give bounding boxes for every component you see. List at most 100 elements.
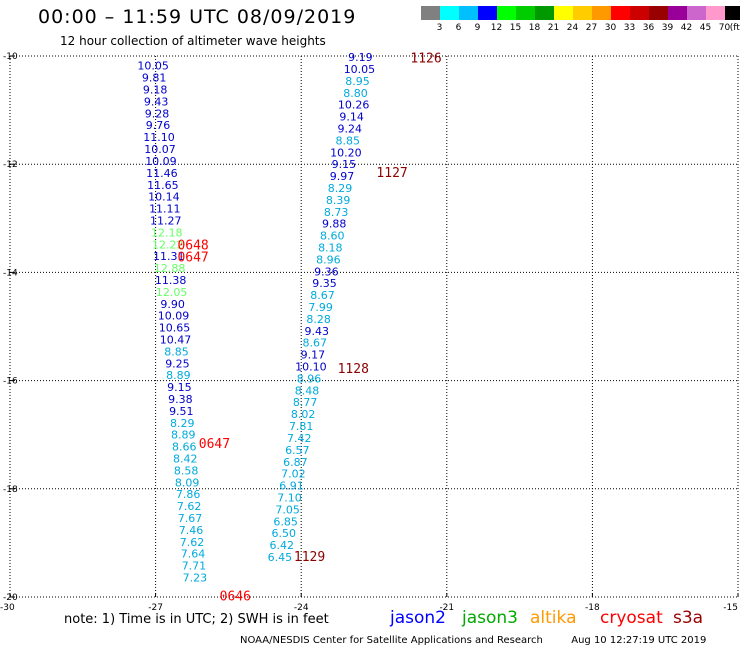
swh-value-left-track: 8.42 xyxy=(173,453,198,466)
swh-value-right-track: 8.28 xyxy=(306,313,331,326)
swh-value-right-track: 7.99 xyxy=(308,301,333,314)
credit-text: NOAA/NESDIS Center for Satellite Applica… xyxy=(240,635,543,646)
page-title: 00:00 – 11:59 UTC 08/09/2019 xyxy=(38,6,357,28)
swh-value-right-track: 8.39 xyxy=(326,194,351,207)
pass-time-label: 1128 xyxy=(338,362,369,377)
lat-tick-label: -20 xyxy=(3,593,18,603)
swh-value-right-track: 9.97 xyxy=(330,170,355,183)
lon-tick-label: -30 xyxy=(0,603,15,613)
swh-value-right-track: 7.02 xyxy=(281,468,306,481)
swh-value-left-track: 9.90 xyxy=(160,298,185,311)
swh-value-right-track: 9.15 xyxy=(332,158,357,171)
swh-value-right-track: 9.24 xyxy=(337,122,362,135)
scale-label: 42 xyxy=(680,23,693,33)
swh-value-right-track: 7.05 xyxy=(275,503,300,516)
swh-value-right-track: 8.77 xyxy=(293,396,318,409)
swh-value-right-track: 7.81 xyxy=(289,420,314,433)
scale-label: 39 xyxy=(661,23,674,33)
lat-tick-label: -16 xyxy=(3,377,18,387)
scale-swatch xyxy=(459,6,478,20)
swh-value-right-track: 8.80 xyxy=(343,87,368,100)
swh-value-left-track: 8.89 xyxy=(171,429,196,442)
swh-value-left-track: 7.86 xyxy=(176,488,201,501)
scale-swatch xyxy=(611,6,630,20)
swh-value-right-track: 9.88 xyxy=(322,218,347,231)
lat-tick-label: -18 xyxy=(3,485,18,495)
swh-value-left-track: 7.62 xyxy=(177,500,202,513)
swh-value-left-track: 12.88 xyxy=(154,262,186,275)
swh-value-right-track: 8.67 xyxy=(303,337,328,350)
swh-value-left-track: 11.27 xyxy=(150,214,182,227)
scale-label: 24 xyxy=(566,23,579,33)
units-note: note: 1) Time is in UTC; 2) SWH is in fe… xyxy=(64,612,329,627)
scale-swatch xyxy=(687,6,706,20)
swh-value-left-track: 9.76 xyxy=(146,119,171,132)
scale-label: 6 xyxy=(455,23,462,33)
swh-value-left-track: 10.07 xyxy=(144,143,176,156)
scale-swatch xyxy=(535,6,554,20)
swh-value-right-track: 7.10 xyxy=(277,491,302,504)
swh-value-left-track: 11.46 xyxy=(146,167,178,180)
pass-time-label: 0647 xyxy=(177,251,208,266)
swh-value-right-track: 9.14 xyxy=(339,111,364,124)
scale-swatch xyxy=(649,6,668,20)
legend-jason2: jason2 xyxy=(390,608,446,628)
pass-time-label: 1127 xyxy=(376,166,407,181)
swh-value-left-track: 12.22 xyxy=(152,238,184,251)
altimeter-tracks: 10.059.819.189.439.289.7611.1010.0710.09… xyxy=(137,51,375,584)
swh-value-left-track: 9.43 xyxy=(144,95,169,108)
lon-tick-label: -27 xyxy=(148,603,163,613)
scale-swatch xyxy=(516,6,535,20)
swh-value-left-track: 12.18 xyxy=(151,226,183,239)
graticule xyxy=(9,55,739,598)
swh-value-left-track: 10.65 xyxy=(159,322,191,335)
swh-value-right-track: 9.36 xyxy=(314,265,339,278)
scale-swatch xyxy=(592,6,611,20)
swh-value-left-track: 11.11 xyxy=(149,203,181,216)
scale-label: 33 xyxy=(623,23,636,33)
swh-value-left-track: 10.09 xyxy=(158,310,190,323)
swh-value-right-track: 7.42 xyxy=(287,432,312,445)
swh-value-right-track: 8.95 xyxy=(345,75,370,88)
scale-label: 70 xyxy=(718,23,731,33)
legend-altika: altika xyxy=(530,608,577,628)
swh-value-left-track: 7.62 xyxy=(180,536,205,549)
swh-value-left-track: 11.10 xyxy=(143,131,175,144)
swh-value-right-track: 6.85 xyxy=(273,515,298,528)
lon-tick-label: -15 xyxy=(723,603,738,613)
scale-label: 9 xyxy=(474,23,481,33)
swh-value-right-track: 8.96 xyxy=(297,372,322,385)
scale-swatch xyxy=(668,6,687,20)
legend-s3a: s3a xyxy=(673,608,704,628)
scale-label: 3 xyxy=(436,23,443,33)
swh-value-right-track: 10.20 xyxy=(330,146,362,159)
scale-label: 30 xyxy=(604,23,617,33)
lon-tick-label: -21 xyxy=(439,603,454,613)
swh-value-right-track: 10.26 xyxy=(338,99,370,112)
swh-value-right-track: 9.43 xyxy=(304,325,329,338)
swh-value-right-track: 6.91 xyxy=(279,480,304,493)
scale-label: 18 xyxy=(528,23,541,33)
pass-time-label: 0647 xyxy=(199,437,230,452)
swh-value-right-track: 8.60 xyxy=(320,230,345,243)
swh-value-left-track: 7.23 xyxy=(183,572,208,585)
swh-value-right-track: 8.48 xyxy=(295,384,320,397)
swh-value-left-track: 7.46 xyxy=(179,524,204,537)
lon-tick-label: -18 xyxy=(585,603,600,613)
swh-value-right-track: 9.35 xyxy=(312,277,337,290)
swh-value-left-track: 12.05 xyxy=(156,286,188,299)
swh-value-left-track: 8.66 xyxy=(172,441,197,454)
swh-value-right-track: 8.96 xyxy=(316,253,341,266)
lat-tick-label: -14 xyxy=(3,268,18,278)
scale-label: 45 xyxy=(699,23,712,33)
swh-value-left-track: 8.89 xyxy=(166,369,191,382)
swh-value-left-track: 8.85 xyxy=(164,345,189,358)
swh-value-left-track: 11.38 xyxy=(155,274,187,287)
swh-value-right-track: 6.42 xyxy=(270,539,295,552)
scale-label: 15 xyxy=(509,23,522,33)
pass-time-label: 1129 xyxy=(294,550,325,565)
legend-cryosat: cryosat xyxy=(600,608,663,628)
swh-value-right-track: 8.02 xyxy=(291,408,316,421)
pass-time-label: 0646 xyxy=(220,589,251,604)
